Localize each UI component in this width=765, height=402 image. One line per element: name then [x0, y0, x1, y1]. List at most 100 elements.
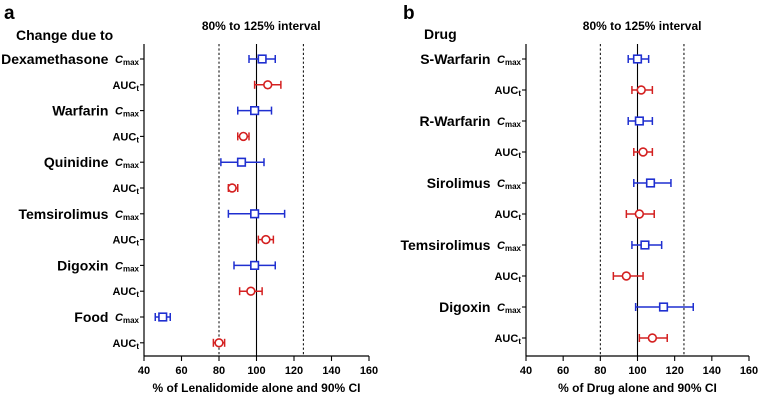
param-main: C	[115, 54, 124, 66]
point-estimate-square	[236, 157, 247, 167]
param-main: C	[497, 116, 506, 128]
x-tick-label: 60	[557, 365, 569, 377]
param-subscript: t	[518, 275, 521, 284]
param-label: Cmax	[497, 178, 522, 191]
param-subscript: max	[505, 182, 522, 191]
param-label: Cmax	[115, 209, 140, 222]
x-tick-label: 80	[594, 365, 606, 377]
point-estimate-circle	[214, 338, 224, 348]
interval-label: 80% to 125% interval	[202, 19, 321, 33]
param-label: AUCt	[112, 235, 139, 248]
point-estimate-circle	[621, 271, 632, 281]
param-main: AUC	[112, 80, 136, 92]
x-tick-label: 120	[285, 365, 303, 377]
param-label: Cmax	[497, 116, 522, 129]
param-subscript: t	[518, 213, 521, 222]
param-main: C	[115, 312, 124, 324]
point-estimate-square	[632, 54, 643, 64]
param-main: C	[497, 302, 506, 314]
point-estimate-circle	[636, 85, 646, 95]
drug-label: Dexamethasone	[1, 51, 109, 67]
param-subscript: t	[518, 337, 521, 346]
x-tick-label: 60	[175, 365, 187, 377]
point-estimate-circle	[638, 147, 648, 157]
point-estimate-circle	[261, 234, 271, 245]
param-main: AUC	[494, 271, 518, 283]
point-estimate-square	[640, 240, 650, 250]
point-estimate-circle	[647, 333, 658, 343]
x-tick-label: 100	[628, 365, 646, 377]
x-tick-label: 100	[247, 365, 265, 377]
drug-label: R-Warfarin	[419, 113, 490, 129]
param-label: Cmax	[497, 302, 522, 315]
point-estimate-square	[257, 54, 267, 64]
param-label: Cmax	[115, 157, 140, 170]
drug-label: Digoxin	[439, 299, 490, 315]
x-tick-label: 160	[740, 365, 758, 377]
point-estimate-circle	[263, 80, 273, 90]
param-main: AUC	[112, 235, 136, 247]
x-tick-label: 120	[665, 365, 683, 377]
param-subscript: t	[136, 187, 139, 196]
param-main: C	[497, 178, 506, 190]
drug-label: Sirolimus	[427, 175, 491, 191]
param-main: C	[497, 54, 506, 66]
param-label: AUCt	[112, 286, 139, 299]
x-axis-title: % of Lenalidomide alone and 90% CI	[152, 381, 360, 395]
param-label: AUCt	[112, 80, 139, 93]
drug-label: Temsirolimus	[400, 237, 490, 253]
param-main: AUC	[112, 286, 136, 298]
param-subscript: t	[136, 342, 139, 351]
param-label: AUCt	[112, 338, 139, 351]
x-tick-label: 160	[360, 365, 378, 377]
drug-label: Digoxin	[57, 257, 108, 273]
param-main: C	[497, 240, 506, 252]
x-tick-label: 140	[703, 365, 721, 377]
param-subscript: t	[136, 84, 139, 93]
param-main: C	[115, 209, 124, 221]
param-subscript: t	[136, 290, 139, 299]
param-label: AUCt	[494, 333, 521, 346]
param-subscript: max	[123, 58, 140, 67]
interval-label: 80% to 125% interval	[583, 19, 702, 33]
param-subscript: t	[518, 89, 521, 98]
param-label: Cmax	[115, 54, 140, 67]
panel-b: b Drug 80% to 125% interval 40 60 80 100 120 140…	[400, 3, 758, 395]
param-main: C	[115, 106, 124, 118]
param-label: Cmax	[497, 54, 522, 67]
drug-label: Quinidine	[44, 154, 109, 170]
param-main: AUC	[494, 209, 518, 221]
param-label: Cmax	[115, 106, 140, 119]
drug-label: Warfarin	[52, 103, 108, 119]
param-subscript: max	[123, 161, 140, 170]
point-estimate-circle	[227, 183, 237, 193]
param-label: AUCt	[112, 131, 139, 144]
point-estimate-square	[250, 106, 260, 116]
drug-label: Temsirolimus	[18, 206, 108, 222]
point-estimate-circle	[246, 286, 256, 296]
x-tick-label: 80	[213, 365, 225, 377]
point-estimate-square	[250, 260, 260, 271]
param-label: Cmax	[115, 312, 140, 325]
param-label: AUCt	[494, 147, 521, 160]
point-estimate-square	[658, 302, 669, 312]
point-estimate-square	[158, 312, 168, 322]
panel-letter: a	[4, 3, 15, 24]
param-subscript: max	[123, 110, 140, 119]
param-main: AUC	[494, 147, 518, 159]
param-main: AUC	[112, 338, 136, 350]
drug-label: S-Warfarin	[420, 51, 490, 67]
param-label: AUCt	[494, 271, 521, 284]
param-label: Cmax	[115, 260, 140, 273]
param-label: AUCt	[494, 209, 521, 222]
param-subscript: max	[123, 213, 140, 222]
param-subscript: max	[505, 244, 522, 253]
param-main: AUC	[494, 85, 518, 97]
x-axis-title: % of Drug alone and 90% CI	[558, 381, 717, 395]
drug-label: Food	[74, 309, 108, 325]
param-main: AUC	[494, 333, 518, 345]
param-subscript: max	[505, 58, 522, 67]
panel-header-label: Drug	[424, 26, 457, 42]
